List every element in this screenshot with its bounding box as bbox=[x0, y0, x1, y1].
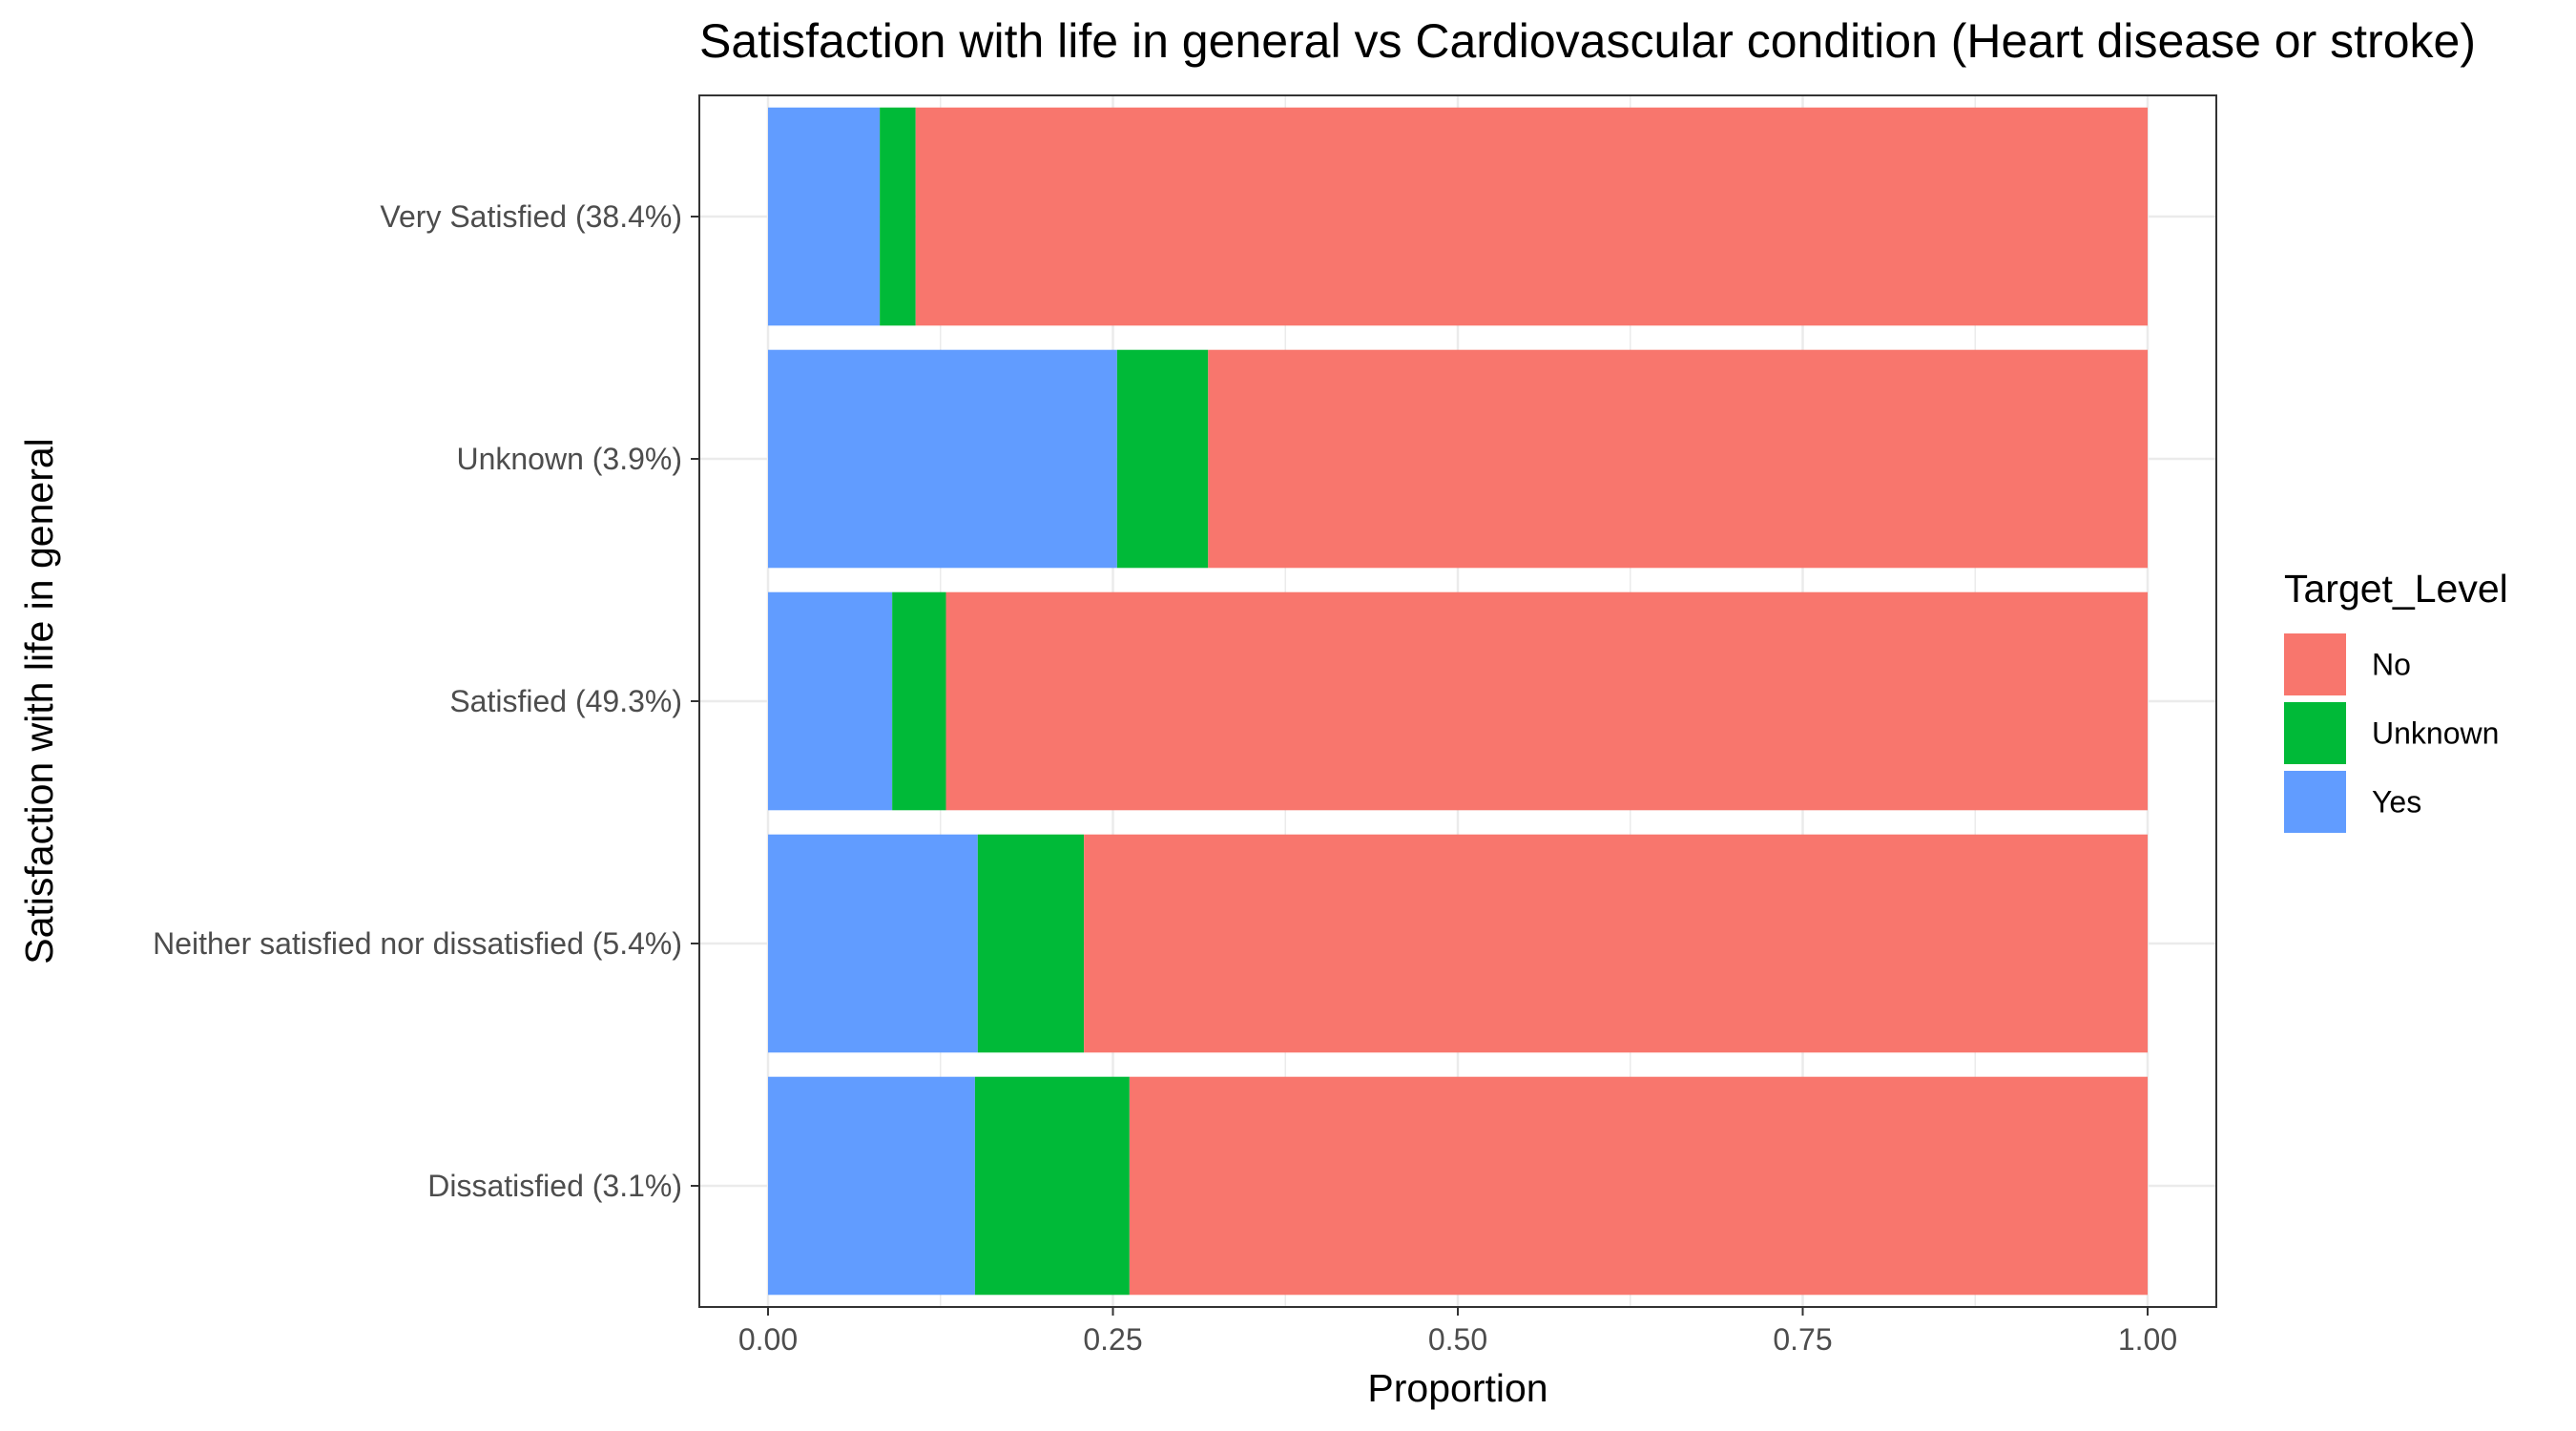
x-tick-label: 0.00 bbox=[738, 1322, 798, 1357]
chart-title: Satisfaction with life in general vs Car… bbox=[699, 14, 2476, 68]
y-tick-label: Neither satisfied nor dissatisfied (5.4%… bbox=[153, 926, 682, 961]
legend-key-unknown bbox=[2284, 702, 2346, 764]
bar-segment-no bbox=[1084, 834, 2148, 1053]
y-tick-label: Unknown (3.9%) bbox=[456, 442, 682, 476]
x-tick-label: 0.25 bbox=[1083, 1322, 1142, 1357]
legend-key-yes bbox=[2284, 771, 2346, 833]
x-tick-label: 0.75 bbox=[1773, 1322, 1832, 1357]
legend-key-no bbox=[2284, 633, 2346, 695]
bar-segment-unknown bbox=[892, 591, 946, 811]
bar-segment-yes bbox=[768, 107, 881, 326]
legend-label: Unknown bbox=[2372, 716, 2499, 751]
bar-segment-no bbox=[1129, 1076, 2148, 1296]
y-tick-label: Satisfied (49.3%) bbox=[449, 684, 682, 718]
y-tick-label: Very Satisfied (38.4%) bbox=[380, 199, 682, 234]
bar-segment-no bbox=[945, 591, 2149, 811]
x-axis-title: Proportion bbox=[1367, 1366, 1548, 1410]
bar-segment-unknown bbox=[974, 1076, 1130, 1296]
bar-segment-no bbox=[915, 107, 2149, 326]
bar-segment-unknown bbox=[977, 834, 1085, 1053]
bar-segment-yes bbox=[768, 591, 893, 811]
bar-segment-no bbox=[1208, 349, 2148, 569]
legend: Target_Level No Unknown Yes bbox=[2284, 567, 2508, 833]
bar-segment-yes bbox=[768, 349, 1117, 569]
bar-segment-yes bbox=[768, 834, 978, 1053]
legend-entries: No Unknown Yes bbox=[2284, 633, 2499, 833]
legend-title: Target_Level bbox=[2284, 567, 2508, 611]
bar-segment-unknown bbox=[1116, 349, 1209, 569]
x-axis: 0.00 0.25 0.50 0.75 1.00 bbox=[738, 1307, 2177, 1357]
x-tick-label: 0.50 bbox=[1428, 1322, 1487, 1357]
bar-segments bbox=[768, 107, 2149, 1296]
y-axis-title: Satisfaction with life in general bbox=[17, 438, 61, 964]
legend-label: No bbox=[2372, 648, 2411, 682]
legend-label: Yes bbox=[2372, 785, 2421, 819]
bar-segment-unknown bbox=[880, 107, 916, 326]
y-tick-label: Dissatisfied (3.1%) bbox=[427, 1169, 682, 1203]
y-axis: Very Satisfied (38.4%) Unknown (3.9%) Sati… bbox=[153, 199, 699, 1203]
x-tick-label: 1.00 bbox=[2118, 1322, 2177, 1357]
bar-segment-yes bbox=[768, 1076, 975, 1296]
